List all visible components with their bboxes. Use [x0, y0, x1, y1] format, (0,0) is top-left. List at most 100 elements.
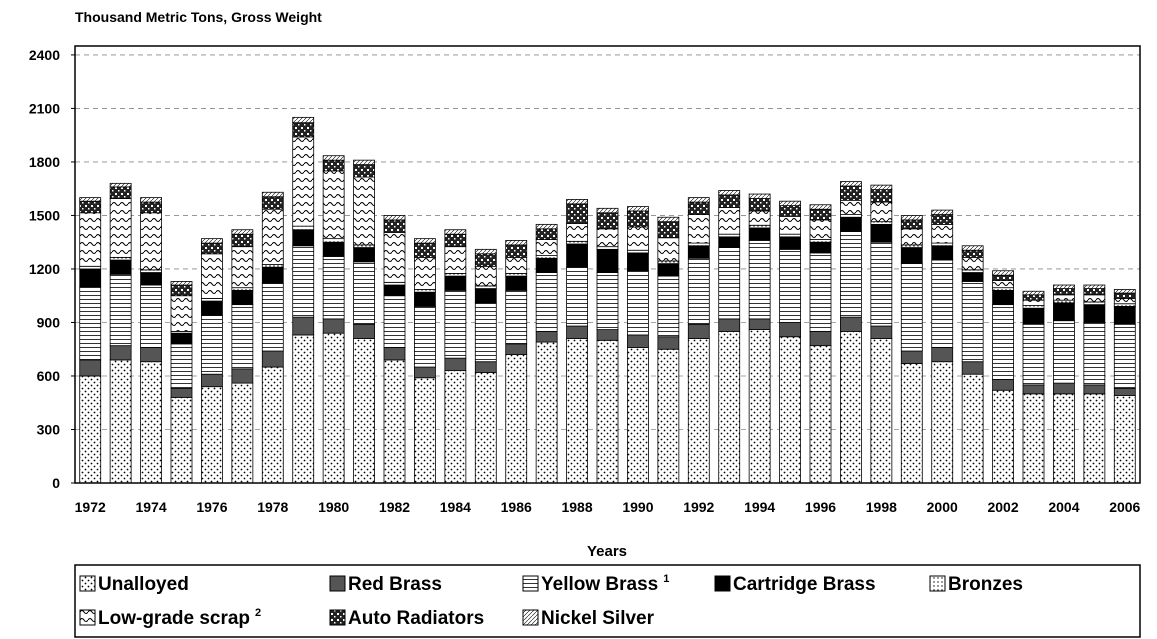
legend-label: Bronzes: [948, 574, 1023, 595]
bar-segment: [687, 201, 710, 215]
bar-segment: [1022, 384, 1045, 395]
bar-segment: [322, 170, 345, 240]
bar-segment: [900, 244, 923, 248]
bar-segment: [201, 373, 223, 388]
bar-segment: [1053, 382, 1075, 395]
bar-segment: [870, 338, 893, 484]
bar-segment: [79, 268, 102, 288]
bar-segment: [170, 281, 193, 286]
bar-segment: [383, 284, 406, 297]
bar-segment: [566, 223, 588, 242]
bar-segment: [870, 241, 893, 327]
bar-segment: [79, 286, 102, 361]
x-tick-label: 1990: [622, 499, 653, 515]
bar-segment: [474, 361, 497, 373]
bar-segment: [1053, 288, 1075, 296]
bar-segment: [79, 200, 102, 214]
bar-segment: [627, 206, 649, 212]
bar-segment: [535, 341, 558, 484]
bar-segment: [79, 359, 102, 377]
bar-segment: [474, 285, 497, 289]
bar-segment: [353, 159, 375, 166]
bar-segment: [231, 246, 254, 289]
bar-segment: [931, 245, 954, 261]
bar-segment: [414, 377, 436, 484]
bar-segment: [140, 361, 162, 484]
bar-segment: [535, 239, 558, 256]
bar-segment: [170, 295, 193, 332]
bar-segment: [1083, 294, 1106, 303]
bar-segment: [748, 193, 771, 199]
bar-segment: [414, 291, 436, 307]
bar-segment: [1113, 323, 1136, 389]
bar-segment: [900, 247, 923, 265]
bar-segment: [353, 164, 375, 178]
bar-segment: [718, 194, 741, 208]
bar-segment: [687, 197, 710, 203]
bar-segment: [566, 198, 588, 205]
x-tick-label: 1998: [866, 499, 897, 515]
bar-segment: [231, 382, 254, 484]
bar-segment: [992, 270, 1014, 276]
bar-segment: [474, 302, 497, 363]
bar-segment: [444, 246, 467, 274]
x-tick-label: 1986: [501, 499, 532, 515]
bar-segment: [900, 215, 923, 221]
bar-segment: [1022, 307, 1045, 325]
bar-segment: [201, 314, 223, 375]
bar-segment: [292, 122, 315, 138]
x-tick-label: 2002: [987, 499, 1018, 515]
bar-segment: [657, 221, 680, 239]
x-tick-label: 1992: [683, 499, 714, 515]
bar-segment: [383, 215, 406, 221]
bar-segment: [292, 116, 315, 124]
bar-segment: [1053, 284, 1075, 289]
bar-segment: [961, 361, 984, 375]
bar-segment: [748, 318, 771, 331]
bar-segment: [1113, 297, 1136, 305]
bar-segment: [140, 347, 162, 363]
y-tick-label: 2100: [29, 100, 60, 116]
bar-segment: [1083, 304, 1106, 323]
bar-segment: [840, 185, 862, 201]
bar-segment: [322, 332, 345, 484]
bar-segment: [992, 304, 1014, 380]
bar-segment: [748, 329, 771, 484]
bar-segment: [109, 256, 132, 261]
bar-segment: [566, 203, 588, 224]
bar-segment: [201, 253, 223, 299]
x-tick-label: 2006: [1109, 499, 1140, 515]
bar-segment: [201, 238, 223, 244]
bar-segment: [809, 252, 832, 332]
bar-segment: [779, 200, 801, 207]
bar-segment: [657, 216, 680, 223]
legend-footnote: 1: [663, 573, 669, 585]
bar-segment: [870, 325, 893, 339]
bar-segment: [1053, 302, 1075, 322]
legend-label: Low-grade scrap: [98, 608, 250, 629]
y-tick-label: 1500: [29, 207, 60, 223]
legend-footnote: 2: [255, 607, 261, 619]
bar-segment: [961, 249, 984, 258]
bar-segment: [718, 233, 741, 238]
bar-segment: [474, 288, 497, 304]
bar-segment: [992, 379, 1014, 391]
x-tick-label: 1996: [805, 499, 836, 515]
y-tick-label: 0: [52, 475, 60, 491]
bar-segment: [657, 237, 680, 262]
bar-segment: [505, 273, 528, 277]
bar-segment: [718, 247, 741, 320]
y-tick-label: 900: [37, 314, 61, 330]
bar-segment: [840, 181, 862, 187]
legend-swatch: [329, 609, 346, 626]
bar-segment: [961, 269, 984, 273]
bar-segment: [566, 243, 588, 268]
legend-swatch: [714, 575, 731, 592]
bar-segment: [109, 259, 132, 275]
x-tick-label: 1988: [561, 499, 592, 515]
bar-segment: [931, 347, 954, 363]
bar-segment: [109, 198, 132, 258]
bar-segment: [748, 198, 771, 212]
bar-segment: [444, 275, 467, 291]
